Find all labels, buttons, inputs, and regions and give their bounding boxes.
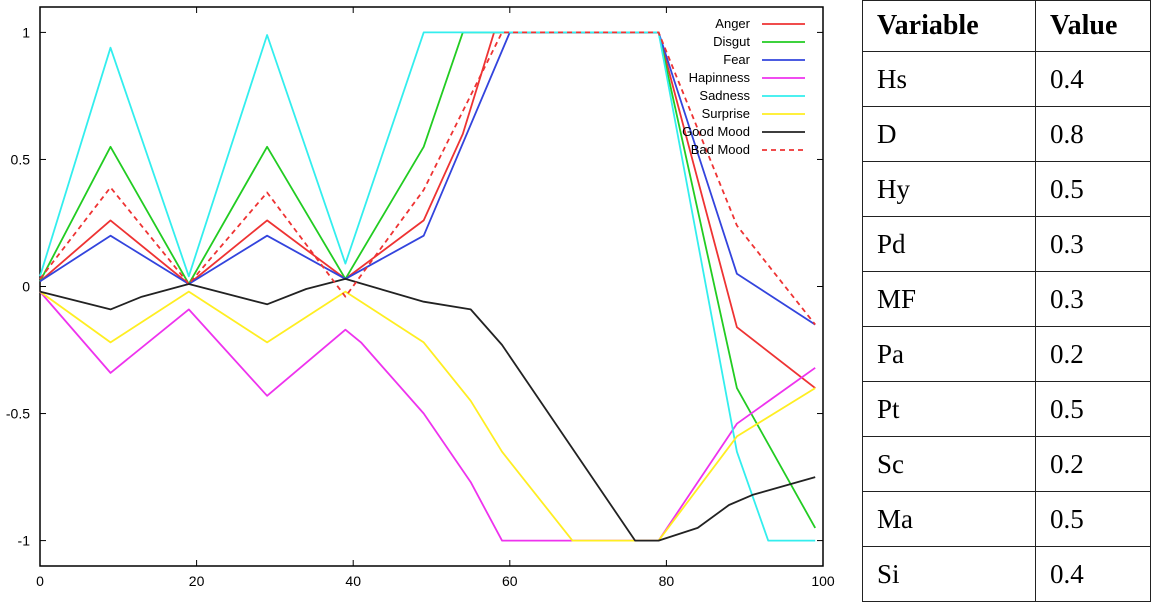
y-tick-label: 0.5 bbox=[11, 151, 31, 167]
table-row: D 0.8 bbox=[862, 106, 1151, 162]
variable-cell: MF bbox=[862, 271, 1036, 327]
x-tick-label: 60 bbox=[502, 573, 518, 589]
table-row: Pd 0.3 bbox=[862, 216, 1151, 272]
x-tick-label: 80 bbox=[659, 573, 675, 589]
value-cell: 0.5 bbox=[1035, 161, 1151, 217]
value-cell: 0.8 bbox=[1035, 106, 1151, 162]
variable-cell: Pt bbox=[862, 381, 1036, 437]
value-cell: 0.3 bbox=[1035, 271, 1151, 327]
table-row: MF 0.3 bbox=[862, 271, 1151, 327]
variable-cell: Pd bbox=[862, 216, 1036, 272]
value-cell: 0.5 bbox=[1035, 381, 1151, 437]
axis-ticks: 0 20 40 60 80 100 1 0.5 0 -0.5 -1 bbox=[6, 7, 835, 589]
y-tick-label: 1 bbox=[22, 24, 30, 40]
legend-label: Disgut bbox=[713, 34, 750, 49]
variable-cell: Ma bbox=[862, 491, 1036, 547]
value-cell: 0.2 bbox=[1035, 436, 1151, 492]
value-cell: 0.2 bbox=[1035, 326, 1151, 382]
series-line-good-mood bbox=[39, 278, 816, 542]
x-tick-label: 20 bbox=[189, 573, 205, 589]
column-header-variable: Variable bbox=[862, 0, 1036, 52]
variable-cell: Sc bbox=[862, 436, 1036, 492]
table-row: Sc 0.2 bbox=[862, 436, 1151, 492]
x-tick-label: 100 bbox=[811, 573, 835, 589]
value-cell: 0.5 bbox=[1035, 491, 1151, 547]
y-tick-label: -1 bbox=[18, 533, 31, 549]
legend-label: Surprise bbox=[702, 106, 750, 121]
y-tick-label: -0.5 bbox=[6, 406, 30, 422]
variable-cell: Hs bbox=[862, 51, 1036, 107]
y-tick-label: 0 bbox=[22, 279, 30, 295]
variable-cell: D bbox=[862, 106, 1036, 162]
variable-value-table: Variable Value Hs 0.4 D 0.8 Hy 0.5 Pd 0.3 MF… bbox=[862, 0, 1151, 602]
table-row: Pt 0.5 bbox=[862, 381, 1151, 437]
value-cell: 0.4 bbox=[1035, 51, 1151, 107]
legend-label: Fear bbox=[723, 52, 750, 67]
series-lines bbox=[39, 31, 816, 542]
value-cell: 0.3 bbox=[1035, 216, 1151, 272]
legend-label: Good Mood bbox=[682, 124, 750, 139]
variable-cell: Hy bbox=[862, 161, 1036, 217]
series-line-surprise bbox=[39, 290, 816, 542]
series-line-fear bbox=[39, 31, 816, 326]
table-row: Hs 0.4 bbox=[862, 51, 1151, 107]
series-line-disgut bbox=[39, 31, 816, 529]
table-header-row: Variable Value bbox=[862, 0, 1151, 52]
x-tick-label: 0 bbox=[36, 573, 44, 589]
table-row: Hy 0.5 bbox=[862, 161, 1151, 217]
legend-label: Hapinness bbox=[689, 70, 751, 85]
legend-label: Anger bbox=[715, 16, 750, 31]
table-row: Pa 0.2 bbox=[862, 326, 1151, 382]
legend: Anger Disgut Fear Hapinness Sadness Surprise G… bbox=[682, 16, 805, 157]
legend-label: Bad Mood bbox=[691, 142, 750, 157]
x-tick-label: 40 bbox=[345, 573, 361, 589]
variable-value-table-container: Variable Value Hs 0.4 D 0.8 Hy 0.5 Pd 0.3 MF… bbox=[862, 0, 1151, 602]
series-line-hapinness bbox=[39, 291, 816, 542]
value-cell: 0.4 bbox=[1035, 546, 1151, 602]
legend-label: Sadness bbox=[699, 88, 750, 103]
table-row: Ma 0.5 bbox=[862, 491, 1151, 547]
variable-cell: Pa bbox=[862, 326, 1036, 382]
line-chart: 0 20 40 60 80 100 1 0.5 0 -0.5 -1 Anger Disgut Fear H… bbox=[6, 6, 835, 589]
table-row: Si 0.4 bbox=[862, 546, 1151, 602]
variable-cell: Si bbox=[862, 546, 1036, 602]
series-line-anger bbox=[39, 31, 816, 389]
series-line-sadness bbox=[39, 31, 816, 542]
column-header-value: Value bbox=[1035, 0, 1151, 52]
